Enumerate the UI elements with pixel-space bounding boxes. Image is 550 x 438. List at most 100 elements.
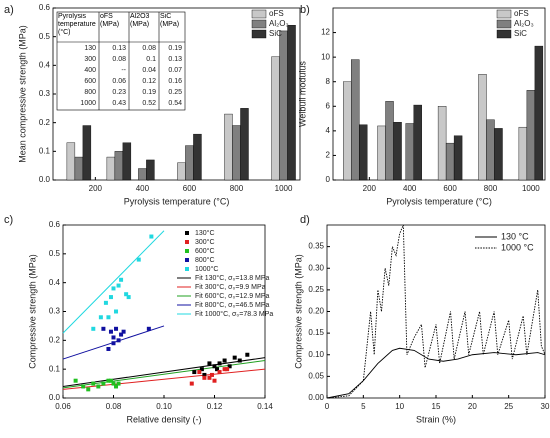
bar <box>405 123 414 181</box>
bar <box>232 125 241 181</box>
point <box>81 384 86 389</box>
legend-label: 300°C <box>195 238 215 246</box>
y-tick-label: 0.3 <box>49 307 61 316</box>
point <box>189 381 194 386</box>
table-header-text: SiC (MPa) <box>160 13 180 28</box>
table-cell: 0.12 <box>142 78 156 85</box>
y-tick-label: 0.0 <box>49 393 61 402</box>
table-cell: 0.52 <box>142 100 156 107</box>
table-cell: 0.19 <box>168 45 182 52</box>
bar <box>66 142 76 181</box>
x-axis-label: Pyrolysis temperature (°C) <box>386 196 492 206</box>
y-tick-label: 0.2 <box>49 335 61 344</box>
table-header-text: Pyrolysis temperature (°C) <box>58 13 96 36</box>
bar <box>106 156 116 181</box>
legend-swatch <box>251 29 267 39</box>
table-cell: 0.04 <box>142 67 156 74</box>
point <box>103 300 108 305</box>
y-tick-label: 0.25 <box>308 285 324 294</box>
bar <box>185 145 194 181</box>
table-cell: 0.13 <box>112 45 126 52</box>
table-cell: 0.54 <box>168 100 182 107</box>
y-tick-label: 0.1 <box>49 364 61 373</box>
table-cell: 0.06 <box>112 78 126 85</box>
bar <box>122 142 132 181</box>
point <box>215 367 220 372</box>
table-cell: 300 <box>84 56 96 63</box>
y-tick-label: 0.5 <box>49 249 61 258</box>
table-cell: 0.1 <box>146 56 156 63</box>
legend-label: Al₂O₃ <box>269 19 289 28</box>
table-header-cell: Al2O3 (MPa) <box>130 13 149 28</box>
x-tick-label: 0.06 <box>55 402 71 411</box>
legend-swatch <box>185 240 189 244</box>
table-cell: 0.23 <box>112 89 126 96</box>
bar <box>74 156 84 181</box>
y-axis-label: Mean compressive strength (MPa) <box>17 25 27 163</box>
bar <box>82 125 92 181</box>
table-cell: 0.19 <box>142 89 156 96</box>
point <box>126 295 131 300</box>
point <box>108 329 113 334</box>
y-tick-label: 0.10 <box>308 350 324 359</box>
point <box>101 381 106 386</box>
bar <box>478 74 487 181</box>
panel-label: a) <box>4 4 14 16</box>
bar <box>240 108 249 181</box>
bar <box>393 122 402 181</box>
bar <box>526 90 536 181</box>
table-cell: 1000 <box>80 100 96 107</box>
bar <box>224 113 233 181</box>
point <box>111 341 116 346</box>
x-axis-label: Pyrolysis temperature (°C) <box>124 196 230 206</box>
y-tick-label: 0.2 <box>39 118 51 127</box>
y-axis-label: Compressive strength (MPa) <box>293 254 303 369</box>
point <box>114 326 119 331</box>
bar <box>377 125 386 181</box>
bar <box>193 133 202 181</box>
y-tick-label: 12 <box>321 28 330 37</box>
point <box>245 352 250 357</box>
legend-label: 1000 °C <box>501 242 534 252</box>
point <box>111 286 116 291</box>
point <box>197 370 202 375</box>
x-tick-label: 800 <box>484 184 498 193</box>
bar <box>437 106 447 181</box>
point <box>222 367 227 372</box>
point <box>114 309 119 314</box>
y-tick-label: 0.6 <box>39 3 51 12</box>
bar <box>343 81 352 181</box>
bar <box>279 30 288 181</box>
point <box>91 326 96 331</box>
x-tick-label: 0.08 <box>106 402 122 411</box>
point <box>106 346 111 351</box>
point <box>136 257 141 262</box>
point <box>202 375 207 380</box>
bar <box>534 45 544 181</box>
point <box>192 370 197 375</box>
bar <box>271 56 280 181</box>
x-tick-label: 200 <box>89 184 103 193</box>
legend-label: 130°C <box>195 229 215 237</box>
point <box>199 367 204 372</box>
legend-label: Fit 300°C, σ₀=9.9 MPa <box>195 283 266 291</box>
point <box>101 326 106 331</box>
legend-swatch <box>496 19 512 29</box>
table-header-cell: oFS (MPa) <box>100 13 120 28</box>
bar <box>287 25 296 181</box>
y-tick-label: 10 <box>321 52 330 61</box>
table-cell: 130 <box>84 45 96 52</box>
table-header-text: oFS (MPa) <box>100 13 120 28</box>
x-tick-label: 200 <box>363 184 377 193</box>
legend-swatch <box>496 29 512 39</box>
table-cell: 400 <box>84 67 96 74</box>
bar <box>351 59 360 181</box>
y-tick-label: 0.20 <box>308 307 324 316</box>
line <box>326 347 546 399</box>
point <box>106 315 111 320</box>
legend-label: Fit 800°C, σ₀=46.5 MPa <box>195 301 270 309</box>
point <box>111 381 116 386</box>
legend-swatch <box>185 258 189 262</box>
y-tick-label: 2 <box>326 151 331 160</box>
legend-label: 1000°C <box>195 265 218 273</box>
